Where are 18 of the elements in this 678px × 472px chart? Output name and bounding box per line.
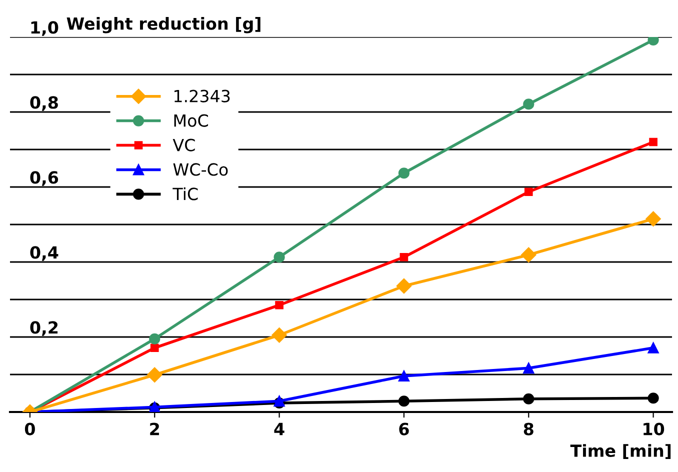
y-tick-label: 0,8: [30, 96, 58, 111]
legend-label: WC-Co: [173, 163, 228, 176]
legend-label: 1.2343: [174, 90, 230, 102]
y-tick-label: 0,6: [30, 171, 58, 186]
x-tick-label: 4: [274, 422, 284, 436]
x-tick-label: 2: [150, 422, 159, 436]
legend-label: TiC: [172, 187, 198, 200]
legend-label: VC: [172, 138, 195, 152]
x-tick-label: 6: [399, 422, 409, 436]
x-tick-label: 10: [644, 422, 664, 436]
legend-label: MoC: [174, 114, 208, 127]
y-tick-label: 1,0: [31, 21, 58, 36]
x-axis-title: Time [min]: [570, 444, 671, 459]
x-tick-label: 8: [524, 422, 534, 436]
x-tick-label: 0: [24, 422, 35, 436]
y-tick-label: 0,2: [30, 321, 58, 336]
y-tick-label: 0,4: [30, 246, 58, 261]
y-axis-title: Weight reduction [g]: [66, 16, 260, 34]
